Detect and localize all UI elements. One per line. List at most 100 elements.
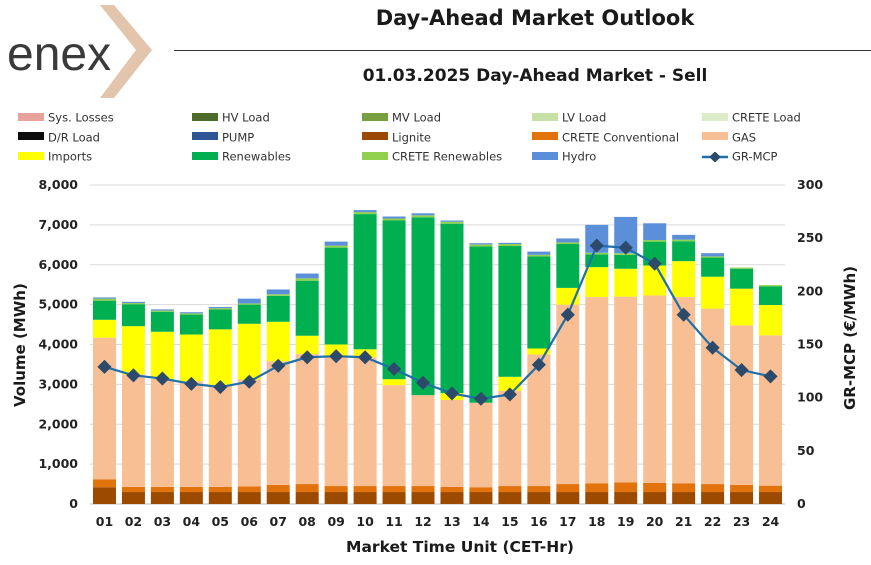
legend-swatch xyxy=(192,151,218,160)
bar-segment-renewables xyxy=(208,309,232,330)
x-tick-label: 12 xyxy=(414,514,431,529)
legend-swatch xyxy=(192,112,218,121)
mcp-point xyxy=(126,368,141,383)
bar-segment-lignite xyxy=(759,492,783,504)
bar-segment-imports xyxy=(730,288,754,326)
bar-segment-crete-conventional xyxy=(585,483,609,493)
bar-segment-imports xyxy=(701,276,725,309)
bar-segment-hydro xyxy=(527,251,551,255)
mcp-point xyxy=(358,350,373,365)
bar-segment-imports xyxy=(150,331,174,379)
bar-segment-crete-renewables xyxy=(730,267,754,269)
bar-segment-lignite xyxy=(440,492,464,504)
y-tick-label: 4,000 xyxy=(38,337,78,352)
legend-label: PUMP xyxy=(222,130,255,144)
legend-label: GAS xyxy=(732,130,757,144)
bar-segment-renewables xyxy=(92,300,116,320)
bar-segment-renewables xyxy=(498,246,522,377)
bar-segment-crete-conventional xyxy=(266,484,290,493)
x-tick-label: 02 xyxy=(125,514,142,529)
bar-segment-crete-renewables xyxy=(643,240,667,242)
bar-segment-gas xyxy=(92,337,116,480)
bar-segment-crete-renewables xyxy=(208,308,232,310)
legend-item: HV Load xyxy=(192,110,270,128)
bar-segment-renewables xyxy=(701,257,725,277)
bar-segment-hydro xyxy=(266,289,290,295)
x-tick-label: 01 xyxy=(96,514,113,529)
bar-segment-lignite xyxy=(237,492,261,504)
legend-item: D/R Load xyxy=(18,130,100,148)
legend-swatch xyxy=(18,112,44,121)
bar-segment-crete-renewables xyxy=(672,239,696,242)
bar-segment-crete-conventional xyxy=(179,486,203,493)
y-tick-label: 0 xyxy=(69,496,78,511)
bar-segment-imports xyxy=(208,329,232,385)
bar-segment-lignite xyxy=(498,492,522,504)
bar-segment-renewables xyxy=(324,247,348,345)
bar-segment-lignite xyxy=(730,492,754,504)
bar-segment-lignite xyxy=(121,492,145,504)
y2-tick-label: 150 xyxy=(797,337,823,352)
x-tick-label: 16 xyxy=(530,514,548,529)
legend-item: Hydro xyxy=(532,149,596,167)
bar-segment-gas xyxy=(585,297,609,484)
logo-wordmark: enex xyxy=(7,28,111,81)
x-tick-label: 08 xyxy=(298,514,315,529)
bar-segment-crete-renewables xyxy=(150,310,174,312)
bar-segment-crete-conventional xyxy=(701,484,725,493)
bar-segment-lignite xyxy=(179,492,203,504)
bar-segment-hydro xyxy=(353,210,377,213)
bar-segment-crete-renewables xyxy=(701,256,725,258)
bar-segment-crete-renewables xyxy=(411,215,435,218)
legend-item: PUMP xyxy=(192,130,254,148)
bar-segment-crete-renewables xyxy=(237,303,261,305)
bar-segment-crete-renewables xyxy=(382,218,406,221)
x-tick-label: 24 xyxy=(762,514,780,529)
legend-swatch xyxy=(532,151,558,160)
bar-segment-crete-renewables xyxy=(440,221,464,224)
logo-chevron-icon xyxy=(100,5,152,98)
bar-segment-gas xyxy=(266,361,290,485)
bar-segment-crete-conventional xyxy=(121,486,145,493)
bar-segment-crete-conventional xyxy=(353,486,377,493)
bar-segment-gas xyxy=(759,335,783,486)
bar-segment-crete-conventional xyxy=(237,486,261,493)
legend-swatch xyxy=(532,112,558,121)
y2-tick-label: 0 xyxy=(797,496,806,511)
bar-segment-crete-conventional xyxy=(556,484,580,493)
y2-tick-label: 50 xyxy=(797,443,815,458)
bar-segment-hydro xyxy=(469,243,493,245)
legend-item: CRETE Renewables xyxy=(362,149,502,167)
legend-swatch xyxy=(362,112,388,121)
bar-segment-hydro xyxy=(643,223,667,241)
title-divider xyxy=(174,50,871,51)
bar-segment-lignite xyxy=(411,492,435,504)
bar-segment-gas xyxy=(614,296,638,483)
y-tick-label: 1,000 xyxy=(38,456,78,471)
bar-segment-renewables xyxy=(556,244,580,288)
bar-segment-renewables xyxy=(440,223,464,394)
legend-swatch xyxy=(532,132,558,140)
bar-segment-hydro xyxy=(672,234,696,240)
x-tick-label: 19 xyxy=(617,514,634,529)
x-tick-label: 09 xyxy=(327,514,344,529)
bar-segment-crete-renewables xyxy=(121,303,145,305)
mcp-point xyxy=(329,349,344,364)
bar-segment-hydro xyxy=(92,297,116,299)
y2-axis-label: GR-MCP (€/MWh) xyxy=(841,265,859,410)
bar-segment-gas xyxy=(672,297,696,484)
y-tick-label: 8,000 xyxy=(38,177,78,192)
bar-segment-gas xyxy=(179,381,203,487)
legend-label: Renewables xyxy=(222,149,291,164)
mcp-line xyxy=(104,244,771,400)
bar-segment-imports xyxy=(179,334,203,382)
bar-segment-renewables xyxy=(266,295,290,322)
bar-segment-crete-conventional xyxy=(382,486,406,493)
mcp-point xyxy=(763,369,778,384)
mcp-point xyxy=(242,374,257,389)
bar-segment-gas xyxy=(382,385,406,487)
bar-segment-crete-conventional xyxy=(150,486,174,493)
bar-segment-crete-conventional xyxy=(440,486,464,493)
bar-segment-hydro xyxy=(324,241,348,246)
mcp-point xyxy=(473,391,489,406)
